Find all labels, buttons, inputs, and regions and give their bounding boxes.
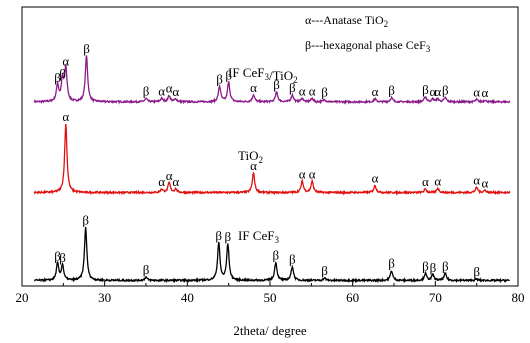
peak-label-if-cef3-12: β bbox=[442, 258, 449, 273]
peak-label-if-cef3-2: β bbox=[82, 212, 89, 227]
peak-label-if-cef3-tio2-2: α bbox=[62, 53, 69, 68]
x-tick-label-80: 80 bbox=[512, 290, 525, 305]
peak-label-if-cef3-9: β bbox=[388, 256, 395, 271]
series-line-tio2 bbox=[33, 123, 511, 196]
peak-label-if-cef3-tio2-11: β bbox=[273, 77, 280, 92]
peak-label-if-cef3-tio2-12: β bbox=[289, 80, 296, 95]
peak-label-if-cef3-6: β bbox=[272, 247, 279, 262]
x-tick-label-20: 20 bbox=[16, 290, 29, 305]
legend-entry-1: β---hexagonal phase CeF3 bbox=[305, 38, 431, 54]
peak-label-if-cef3-tio2-6: α bbox=[166, 81, 173, 96]
peak-label-if-cef3-4: β bbox=[215, 228, 222, 243]
peak-label-if-cef3-tio2-0: β bbox=[54, 70, 61, 85]
series-label-if-cef3-tio2: IF CeF3/TiO2 bbox=[228, 65, 298, 85]
peak-label-tio2-6: α bbox=[309, 166, 316, 181]
peak-label-tio2-0: α bbox=[62, 109, 69, 124]
peak-label-if-cef3-tio2-22: α bbox=[473, 85, 480, 100]
peak-label-if-cef3-11: β bbox=[430, 260, 437, 275]
peak-label-if-cef3-tio2-9: β bbox=[225, 67, 232, 82]
peak-label-if-cef3-10: β bbox=[422, 258, 429, 273]
peak-label-if-cef3-tio2-13: α bbox=[299, 84, 306, 99]
x-tick-label-40: 40 bbox=[181, 290, 194, 305]
peak-label-tio2-10: α bbox=[473, 173, 480, 188]
peak-label-if-cef3-tio2-16: α bbox=[372, 84, 379, 99]
legend: α---Anatase TiO2 β---hexagonal phase CeF3 bbox=[305, 13, 431, 54]
peak-label-if-cef3-tio2-7: α bbox=[172, 84, 179, 99]
x-axis-title: 2theta/ degree bbox=[233, 323, 306, 338]
peak-label-if-cef3-tio2-1: β bbox=[59, 66, 66, 81]
series-line-if-cef3-tio2 bbox=[33, 55, 511, 106]
peak-label-if-cef3-tio2-14: α bbox=[309, 84, 316, 99]
peak-label-if-cef3-tio2-18: β bbox=[422, 82, 429, 97]
x-axis-ticks: 20 30 40 50 60 70 80 bbox=[16, 281, 525, 305]
peak-label-tio2-8: α bbox=[422, 174, 429, 189]
peak-label-if-cef3-8: β bbox=[321, 263, 328, 278]
peak-label-if-cef3-1: β bbox=[59, 250, 66, 265]
peak-label-if-cef3-tio2-21: β bbox=[442, 83, 449, 98]
x-tick-label-60: 60 bbox=[346, 290, 359, 305]
series-line-if-cef3 bbox=[33, 226, 511, 284]
peak-label-if-cef3-tio2-17: β bbox=[388, 83, 395, 98]
peak-label-if-cef3-tio2-3: β bbox=[83, 41, 90, 56]
series-layer bbox=[33, 55, 511, 284]
series-label-tio2: TiO2 bbox=[238, 148, 263, 165]
x-tick-label-70: 70 bbox=[429, 290, 442, 305]
peak-label-if-cef3-0: β bbox=[54, 249, 61, 264]
peak-label-if-cef3-tio2-19: α bbox=[429, 84, 436, 99]
peak-label-tio2-11: α bbox=[481, 175, 488, 190]
peak-label-if-cef3-tio2-4: β bbox=[143, 84, 150, 99]
x-tick-label-50: 50 bbox=[264, 290, 277, 305]
peak-label-tio2-4: α bbox=[250, 158, 257, 173]
peak-label-if-cef3-tio2-23: α bbox=[481, 85, 488, 100]
x-tick-label-30: 30 bbox=[98, 290, 111, 305]
peak-label-if-cef3-tio2-5: α bbox=[158, 84, 165, 99]
peak-label-if-cef3-tio2-15: β bbox=[321, 85, 328, 100]
peak-label-tio2-2: α bbox=[166, 168, 173, 183]
legend-entry-0: α---Anatase TiO2 bbox=[305, 13, 388, 29]
plot-frame bbox=[21, 6, 519, 287]
series-label-if-cef3: IF CeF3 bbox=[238, 228, 279, 245]
peak-label-if-cef3-13: β bbox=[473, 264, 480, 279]
peak-label-tio2-5: α bbox=[299, 166, 306, 181]
peak-label-tio2-3: α bbox=[172, 174, 179, 189]
peak-label-if-cef3-tio2-10: α bbox=[250, 80, 257, 95]
peak-label-if-cef3-tio2-8: β bbox=[216, 72, 223, 87]
peak-label-if-cef3-7: β bbox=[289, 252, 296, 267]
peak-label-if-cef3-5: β bbox=[224, 229, 231, 244]
peak-label-if-cef3-3: β bbox=[143, 262, 150, 277]
peak-label-if-cef3-tio2-20: α bbox=[434, 84, 441, 99]
series-label-layer: IF CeF3/TiO2 TiO2 IF CeF3 bbox=[228, 65, 298, 245]
peak-label-tio2-7: α bbox=[372, 171, 379, 186]
peak-label-tio2-9: α bbox=[434, 173, 441, 188]
peak-label-tio2-1: α bbox=[158, 174, 165, 189]
